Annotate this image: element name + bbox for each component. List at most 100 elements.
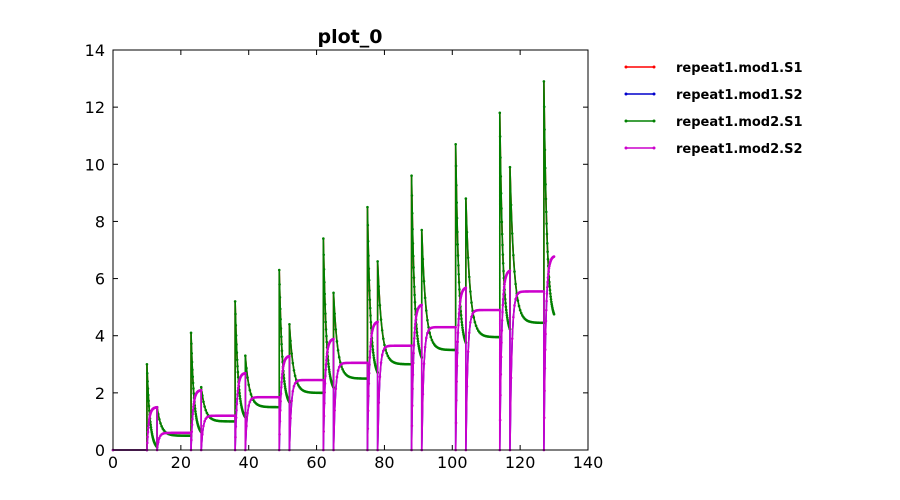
data-point (544, 197, 548, 201)
data-point (552, 312, 556, 316)
x-tick-label: 140 (573, 453, 604, 472)
data-point (247, 404, 251, 408)
data-point (382, 349, 385, 353)
data-point (416, 337, 419, 341)
data-point (327, 365, 331, 369)
data-point (469, 321, 472, 324)
data-point (149, 423, 152, 427)
data-point (466, 256, 470, 259)
data-point (278, 283, 281, 286)
legend-item: repeat1.mod2.S2 (624, 142, 803, 157)
data-point (236, 389, 240, 393)
data-point (237, 384, 240, 387)
data-point (473, 320, 477, 324)
data-point (410, 424, 414, 428)
legend-marker (624, 146, 628, 150)
x-tick-label: 60 (306, 453, 326, 472)
data-point (457, 317, 461, 321)
data-point (248, 388, 252, 392)
data-point (547, 267, 551, 270)
data-point (335, 375, 339, 379)
data-point (410, 211, 414, 215)
data-point (366, 361, 369, 365)
legend-label: repeat1.mod2.S2 (676, 142, 803, 157)
data-point (458, 304, 462, 307)
data-point (236, 375, 240, 379)
data-point (544, 332, 547, 336)
data-point (411, 361, 415, 365)
data-point (146, 393, 150, 397)
data-point (420, 228, 424, 232)
data-point (327, 362, 330, 366)
data-point (383, 343, 386, 347)
data-point (327, 368, 331, 371)
data-point (234, 435, 237, 439)
legend-item: repeat1.mod1.S2 (624, 88, 803, 103)
data-point (456, 351, 459, 355)
data-point (370, 332, 374, 335)
data-point (456, 243, 460, 246)
legend-marker (624, 65, 628, 69)
data-point (545, 285, 549, 289)
data-point (502, 269, 505, 273)
data-point (470, 301, 473, 304)
data-point (417, 344, 421, 348)
data-point (380, 353, 384, 357)
legend-marker (624, 92, 628, 96)
data-point (203, 405, 206, 408)
data-point (413, 293, 416, 297)
data-point (455, 364, 459, 368)
data-point (414, 316, 418, 320)
data-point (500, 329, 504, 332)
data-point (288, 322, 291, 326)
data-point (194, 410, 197, 413)
data-point (370, 334, 373, 338)
data-point (499, 393, 502, 397)
data-point (499, 192, 503, 195)
data-point (502, 289, 506, 292)
data-point (366, 223, 370, 227)
data-point (147, 399, 150, 403)
data-point (459, 298, 462, 302)
data-point (322, 430, 326, 433)
data-point (235, 402, 239, 406)
data-point (368, 363, 371, 366)
data-point (475, 327, 479, 330)
y-tick-label: 14 (85, 41, 105, 60)
data-point (416, 334, 419, 338)
data-point (498, 111, 502, 115)
data-point (203, 419, 206, 423)
data-point (147, 423, 150, 426)
data-point (410, 404, 414, 407)
data-point (550, 300, 553, 304)
data-point (281, 372, 284, 376)
data-point (325, 340, 329, 344)
data-point (158, 436, 161, 440)
data-point (336, 349, 340, 352)
data-point (279, 327, 283, 330)
data-point (193, 407, 197, 410)
data-point (502, 285, 506, 289)
data-point (498, 135, 502, 138)
data-point (281, 369, 284, 373)
data-point (190, 352, 194, 355)
data-point (501, 253, 505, 256)
data-point (510, 337, 514, 340)
y-tick-label: 0 (95, 441, 105, 460)
data-point (426, 318, 429, 322)
data-point (376, 260, 379, 263)
data-point (456, 331, 460, 335)
data-point (371, 351, 375, 354)
data-point (549, 298, 553, 301)
data-point (150, 428, 153, 432)
data-point (543, 348, 547, 351)
data-point (246, 376, 249, 379)
data-point (379, 318, 383, 321)
data-point (518, 308, 522, 312)
data-point (410, 174, 413, 178)
data-point (324, 320, 328, 324)
data-point (542, 290, 546, 293)
data-point (413, 300, 417, 304)
data-point (545, 242, 549, 245)
